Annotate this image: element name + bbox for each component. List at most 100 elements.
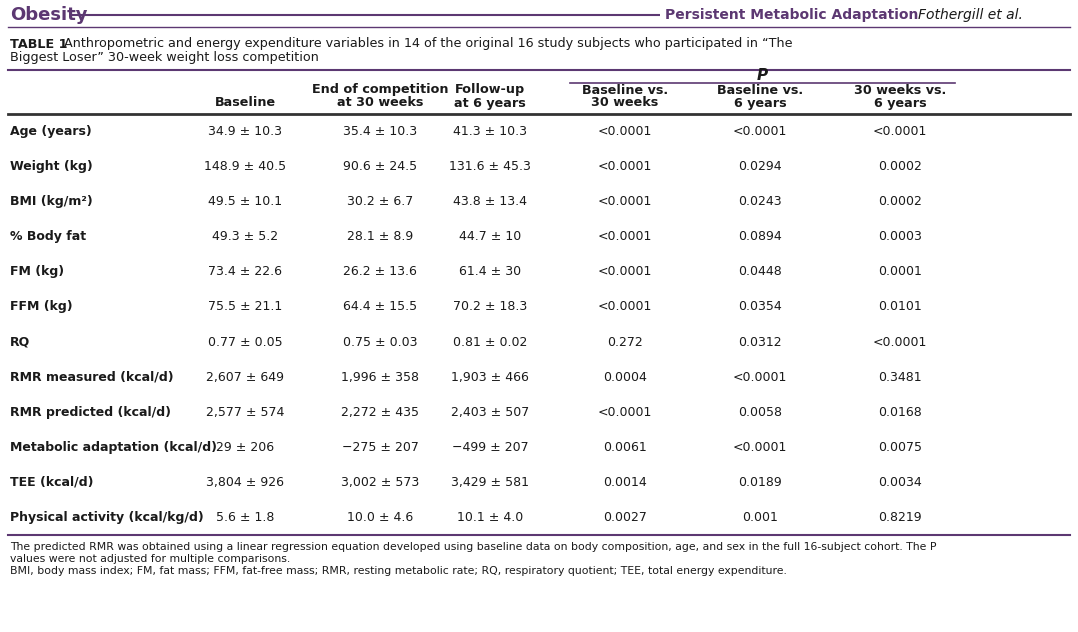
Text: 0.0034: 0.0034 bbox=[879, 476, 922, 489]
Text: <0.0001: <0.0001 bbox=[733, 441, 787, 454]
Text: Physical activity (kcal/kg/d): Physical activity (kcal/kg/d) bbox=[10, 511, 204, 524]
Text: 30 weeks vs.: 30 weeks vs. bbox=[854, 83, 946, 97]
Text: 0.0294: 0.0294 bbox=[738, 160, 782, 173]
Text: <0.0001: <0.0001 bbox=[733, 370, 787, 384]
Text: 0.0101: 0.0101 bbox=[879, 300, 922, 313]
Text: 0.001: 0.001 bbox=[742, 511, 778, 524]
Text: 0.0001: 0.0001 bbox=[879, 265, 922, 278]
Text: 0.8219: 0.8219 bbox=[879, 511, 922, 524]
Text: TABLE 1: TABLE 1 bbox=[10, 37, 68, 51]
Text: 5.6 ± 1.8: 5.6 ± 1.8 bbox=[216, 511, 274, 524]
Text: 49.3 ± 5.2: 49.3 ± 5.2 bbox=[212, 230, 278, 243]
Text: 10.1 ± 4.0: 10.1 ± 4.0 bbox=[457, 511, 523, 524]
Text: 0.0004: 0.0004 bbox=[603, 370, 647, 384]
Text: 0.0003: 0.0003 bbox=[879, 230, 922, 243]
Text: FFM (kg): FFM (kg) bbox=[10, 300, 72, 313]
Text: at 6 years: at 6 years bbox=[454, 97, 526, 109]
Text: Baseline vs.: Baseline vs. bbox=[582, 83, 668, 97]
Text: 29 ± 206: 29 ± 206 bbox=[216, 441, 274, 454]
Text: 0.0002: 0.0002 bbox=[879, 195, 922, 208]
Text: BMI (kg/m²): BMI (kg/m²) bbox=[10, 195, 93, 208]
Text: 44.7 ± 10: 44.7 ± 10 bbox=[459, 230, 521, 243]
Text: 0.0061: 0.0061 bbox=[603, 441, 647, 454]
Text: 70.2 ± 18.3: 70.2 ± 18.3 bbox=[453, 300, 527, 313]
Text: values were not adjusted for multiple comparisons.: values were not adjusted for multiple co… bbox=[10, 554, 290, 564]
Text: 0.0075: 0.0075 bbox=[877, 441, 922, 454]
Text: 0.0894: 0.0894 bbox=[738, 230, 782, 243]
Text: 41.3 ± 10.3: 41.3 ± 10.3 bbox=[453, 125, 527, 138]
Text: 26.2 ± 13.6: 26.2 ± 13.6 bbox=[343, 265, 417, 278]
Text: 34.9 ± 10.3: 34.9 ± 10.3 bbox=[208, 125, 282, 138]
Text: Follow-up: Follow-up bbox=[455, 83, 525, 97]
Text: 131.6 ± 45.3: 131.6 ± 45.3 bbox=[450, 160, 531, 173]
Text: 0.0354: 0.0354 bbox=[738, 300, 782, 313]
Text: RMR predicted (kcal/d): RMR predicted (kcal/d) bbox=[10, 406, 171, 419]
Text: 2,577 ± 574: 2,577 ± 574 bbox=[206, 406, 285, 419]
Text: 35.4 ± 10.3: 35.4 ± 10.3 bbox=[343, 125, 417, 138]
Text: −499 ± 207: −499 ± 207 bbox=[452, 441, 528, 454]
Text: 0.77 ± 0.05: 0.77 ± 0.05 bbox=[208, 336, 282, 348]
Text: Baseline vs.: Baseline vs. bbox=[717, 83, 803, 97]
Text: <0.0001: <0.0001 bbox=[598, 300, 652, 313]
Text: 0.0027: 0.0027 bbox=[603, 511, 647, 524]
Text: <0.0001: <0.0001 bbox=[598, 230, 652, 243]
Text: 1,996 ± 358: 1,996 ± 358 bbox=[341, 370, 419, 384]
Text: Weight (kg): Weight (kg) bbox=[10, 160, 93, 173]
Text: 75.5 ± 21.1: 75.5 ± 21.1 bbox=[208, 300, 282, 313]
Text: TEE (kcal/d): TEE (kcal/d) bbox=[10, 476, 94, 489]
Text: RQ: RQ bbox=[10, 336, 30, 348]
Text: 3,429 ± 581: 3,429 ± 581 bbox=[451, 476, 529, 489]
Text: Persistent Metabolic Adaptation: Persistent Metabolic Adaptation bbox=[665, 8, 918, 22]
Text: 0.0002: 0.0002 bbox=[879, 160, 922, 173]
Text: 0.0058: 0.0058 bbox=[738, 406, 782, 419]
Text: 1,903 ± 466: 1,903 ± 466 bbox=[451, 370, 529, 384]
Text: 49.5 ± 10.1: 49.5 ± 10.1 bbox=[208, 195, 282, 208]
Text: 0.0014: 0.0014 bbox=[603, 476, 647, 489]
Text: Metabolic adaptation (kcal/d): Metabolic adaptation (kcal/d) bbox=[10, 441, 217, 454]
Text: End of competition: End of competition bbox=[312, 83, 448, 97]
Text: 2,403 ± 507: 2,403 ± 507 bbox=[451, 406, 529, 419]
Text: FM (kg): FM (kg) bbox=[10, 265, 64, 278]
Text: Fothergill et al.: Fothergill et al. bbox=[918, 8, 1023, 22]
Text: 6 years: 6 years bbox=[873, 97, 926, 109]
Text: Anthropometric and energy expenditure variables in 14 of the original 16 study s: Anthropometric and energy expenditure va… bbox=[60, 37, 792, 51]
Text: Baseline: Baseline bbox=[215, 97, 276, 109]
Text: 0.272: 0.272 bbox=[607, 336, 642, 348]
Text: Age (years): Age (years) bbox=[10, 125, 92, 138]
Text: 61.4 ± 30: 61.4 ± 30 bbox=[459, 265, 521, 278]
Text: <0.0001: <0.0001 bbox=[598, 406, 652, 419]
Text: 0.0243: 0.0243 bbox=[738, 195, 782, 208]
Text: 30.2 ± 6.7: 30.2 ± 6.7 bbox=[347, 195, 413, 208]
Text: 64.4 ± 15.5: 64.4 ± 15.5 bbox=[343, 300, 417, 313]
Text: <0.0001: <0.0001 bbox=[873, 125, 927, 138]
Text: 0.0312: 0.0312 bbox=[738, 336, 782, 348]
Text: 0.81 ± 0.02: 0.81 ± 0.02 bbox=[453, 336, 527, 348]
Text: 73.4 ± 22.6: 73.4 ± 22.6 bbox=[208, 265, 282, 278]
Text: <0.0001: <0.0001 bbox=[598, 195, 652, 208]
Text: <0.0001: <0.0001 bbox=[598, 125, 652, 138]
Text: 148.9 ± 40.5: 148.9 ± 40.5 bbox=[204, 160, 286, 173]
Text: 6 years: 6 years bbox=[734, 97, 786, 109]
Text: 0.0189: 0.0189 bbox=[738, 476, 782, 489]
Text: Obesity: Obesity bbox=[10, 6, 87, 24]
Text: P: P bbox=[757, 68, 768, 83]
Text: RMR measured (kcal/d): RMR measured (kcal/d) bbox=[10, 370, 174, 384]
Text: 0.0448: 0.0448 bbox=[738, 265, 782, 278]
Text: 2,272 ± 435: 2,272 ± 435 bbox=[341, 406, 419, 419]
Text: 30 weeks: 30 weeks bbox=[592, 97, 659, 109]
Text: <0.0001: <0.0001 bbox=[733, 125, 787, 138]
Text: <0.0001: <0.0001 bbox=[873, 336, 927, 348]
Text: 0.3481: 0.3481 bbox=[879, 370, 922, 384]
Text: 0.75 ± 0.03: 0.75 ± 0.03 bbox=[343, 336, 417, 348]
Text: The predicted RMR was obtained using a linear regression equation developed usin: The predicted RMR was obtained using a l… bbox=[10, 542, 937, 552]
Text: % Body fat: % Body fat bbox=[10, 230, 86, 243]
Text: 10.0 ± 4.6: 10.0 ± 4.6 bbox=[347, 511, 413, 524]
Text: 28.1 ± 8.9: 28.1 ± 8.9 bbox=[347, 230, 413, 243]
Text: <0.0001: <0.0001 bbox=[598, 160, 652, 173]
Text: 90.6 ± 24.5: 90.6 ± 24.5 bbox=[343, 160, 417, 173]
Text: −275 ± 207: −275 ± 207 bbox=[342, 441, 418, 454]
Text: 0.0168: 0.0168 bbox=[879, 406, 922, 419]
Text: 3,002 ± 573: 3,002 ± 573 bbox=[341, 476, 419, 489]
Text: Biggest Loser” 30-week weight loss competition: Biggest Loser” 30-week weight loss compe… bbox=[10, 51, 319, 64]
Text: at 30 weeks: at 30 weeks bbox=[336, 97, 424, 109]
